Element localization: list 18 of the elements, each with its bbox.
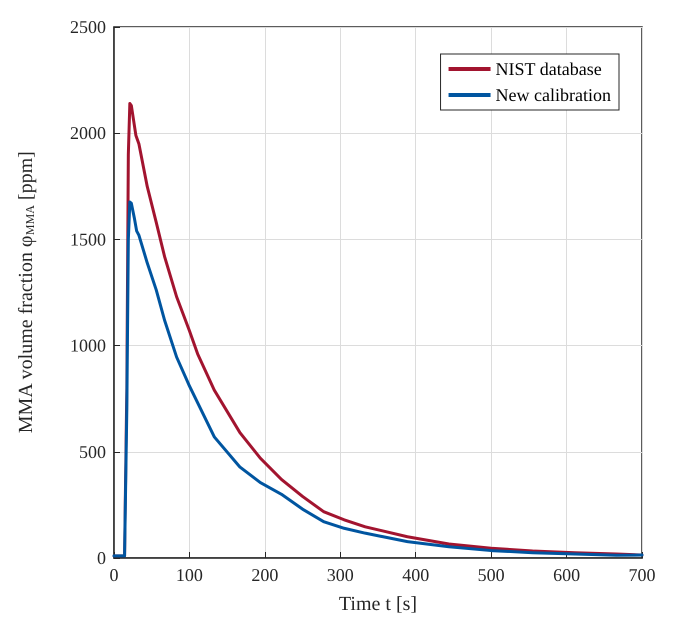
legend-label: New calibration — [496, 85, 611, 105]
x-tick-label: 500 — [478, 565, 505, 585]
y-tick-label: 0 — [97, 548, 106, 568]
x-tick-label: 200 — [251, 565, 278, 585]
x-tick-label: 300 — [326, 565, 354, 585]
y-tick-label: 500 — [79, 442, 106, 462]
x-axis-title: Time t [s] — [338, 593, 418, 615]
y-tick-label: 1500 — [70, 229, 106, 250]
x-tick-label: 600 — [553, 565, 580, 585]
legend-label: NIST database — [496, 59, 602, 79]
x-tick-label: 100 — [176, 565, 203, 585]
y-tick-label: 2500 — [70, 17, 106, 37]
x-tick-label: 700 — [628, 565, 656, 585]
y-tick-label: 1000 — [70, 336, 106, 356]
x-tick-label: 400 — [402, 565, 430, 585]
y-axis-title: MMA volume fraction φMMA [ppm] — [15, 151, 37, 434]
y-tick-label: 2000 — [70, 123, 106, 144]
x-tick-label: 0 — [110, 565, 118, 585]
